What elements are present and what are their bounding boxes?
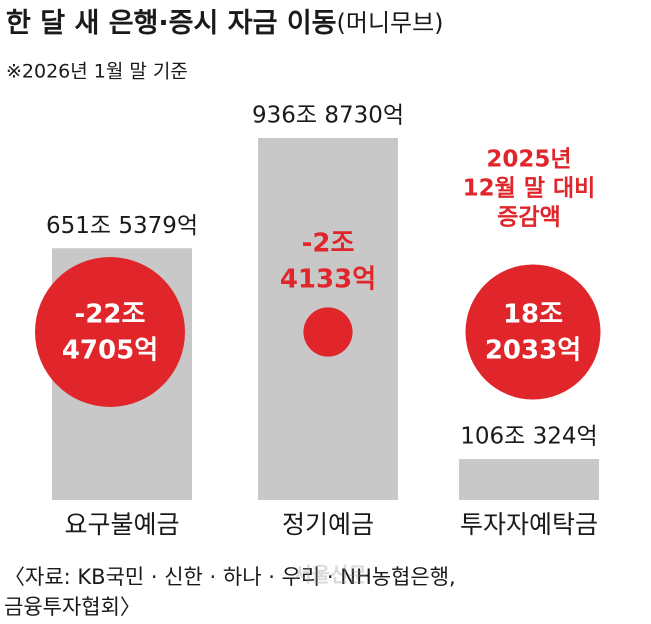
category-label: 요구불예금: [64, 510, 179, 539]
change-label: 4133억: [280, 265, 376, 295]
change-label: 18조: [503, 300, 563, 330]
change-label: 2033억: [485, 336, 581, 366]
change-label: 4705억: [62, 336, 158, 366]
annotation: 12월 말 대비: [463, 176, 596, 202]
watermark: 서울신문: [293, 563, 367, 587]
change-label: -2조: [302, 229, 355, 259]
title-note: (머니무브): [337, 9, 444, 37]
category-label: 투자자예탁금: [460, 510, 598, 539]
title-main: 한 달 새 은행·증시 자금 이동: [6, 8, 337, 39]
annotation: 증감액: [497, 205, 560, 231]
value-label: 936조 8730억: [252, 103, 404, 129]
change-label: -22조: [75, 300, 146, 330]
category-label: 정기예금: [282, 510, 374, 539]
chart-title: 한 달 새 은행·증시 자금 이동(머니무브): [6, 8, 444, 39]
bar: [459, 459, 599, 500]
change-circle: [35, 257, 185, 407]
annotation: 2025년: [486, 147, 571, 173]
value-label: 106조 324억: [460, 424, 597, 450]
source: 〈자료: KB국민 · 신한 · 하나 · 우리 · NH농협은행,: [4, 565, 456, 589]
change-circle: [465, 264, 601, 400]
subtitle: ※2026년 1월 말 기준: [6, 61, 188, 83]
value-label: 651조 5379억: [46, 213, 198, 239]
source: 금융투자협회〉: [4, 595, 141, 619]
change-circle: [303, 307, 353, 357]
